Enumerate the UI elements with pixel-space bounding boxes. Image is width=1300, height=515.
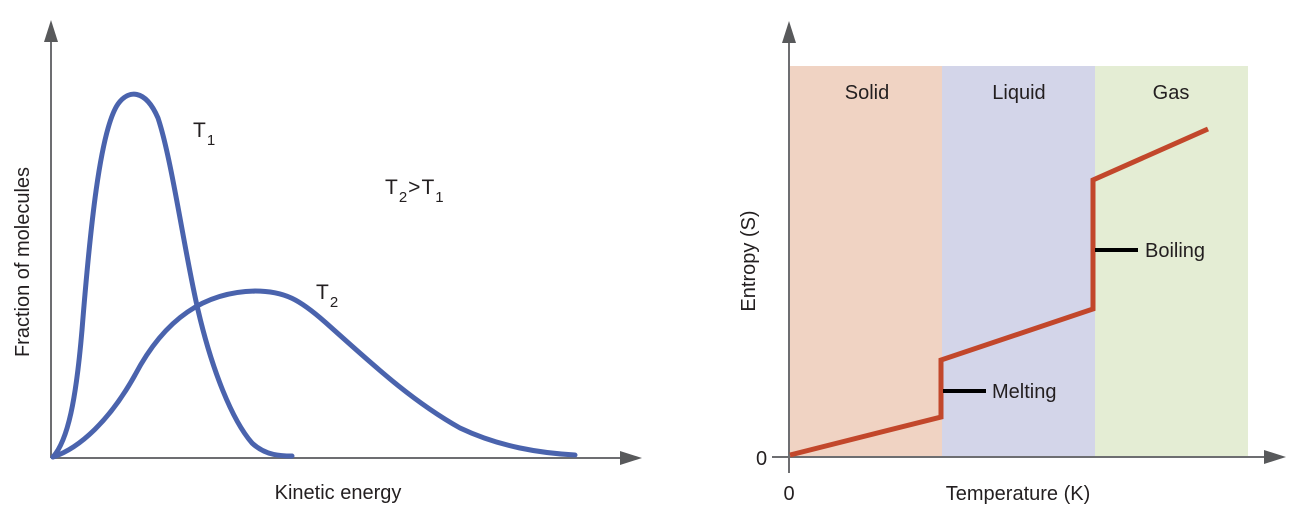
gas-region xyxy=(1095,66,1248,457)
x-axis-arrow-icon xyxy=(1264,450,1286,464)
y-axis-arrow-icon xyxy=(782,21,796,43)
x-tick-zero: 0 xyxy=(783,483,794,505)
entropy-line xyxy=(789,126,1210,458)
y-axis-arrow-icon xyxy=(44,20,58,42)
gas-label: Gas xyxy=(1153,82,1190,104)
t1-label: T1 xyxy=(193,119,215,149)
t2-gt-t1-annotation: T2>T1 xyxy=(385,176,444,206)
t1-curve xyxy=(50,91,295,460)
t2-label: T2 xyxy=(316,281,338,311)
solid-region xyxy=(790,66,942,457)
x-axis-label: Kinetic energy xyxy=(275,482,402,504)
solid-label: Solid xyxy=(845,82,889,104)
kinetic-energy-chart: T1 T2 T2>T1 Kinetic energy Fraction of m… xyxy=(12,20,642,504)
x-axis-label: Temperature (K) xyxy=(946,483,1091,505)
t2-curve xyxy=(50,288,578,460)
y-axis-label: Entropy (S) xyxy=(738,210,760,311)
boiling-label: Boiling xyxy=(1145,240,1205,262)
entropy-chart: Solid Liquid Gas Melting Boiling 0 0 Tem… xyxy=(738,21,1286,505)
y-tick-zero: 0 xyxy=(756,448,767,470)
x-axis-arrow-icon xyxy=(620,451,642,465)
liquid-label: Liquid xyxy=(992,82,1045,104)
y-axis-label: Fraction of molecules xyxy=(12,167,34,357)
melting-label: Melting xyxy=(992,381,1056,403)
